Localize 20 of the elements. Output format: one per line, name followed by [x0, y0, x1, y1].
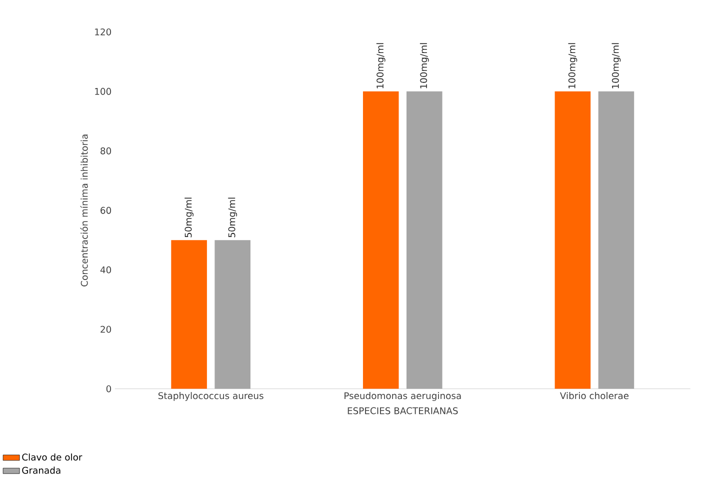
data-label: 100mg/ml [612, 43, 621, 88]
x-tick-label: Pseudomonas aeruginosa [344, 392, 461, 401]
x-tick-label: Staphylococcus aureus [158, 392, 264, 401]
legend-label: Clavo de olor [22, 453, 82, 461]
y-tick-label: 60 [100, 206, 112, 214]
y-tick-label: 20 [100, 326, 112, 333]
data-label: 100mg/ml [376, 43, 386, 88]
x-axis-title: ESPECIES BACTERIANAS [348, 407, 458, 414]
data-label: 50mg/ml [184, 198, 194, 238]
y-tick-label: 80 [100, 147, 112, 154]
data-label: 100mg/ml [568, 43, 578, 88]
data-label: 100mg/ml [420, 43, 429, 88]
legend-label: Granada [22, 466, 60, 474]
y-tick-label: 100 [95, 88, 112, 95]
x-tick-label: Vibrio cholerae [560, 392, 629, 400]
y-tick-label: 40 [100, 266, 112, 274]
data-label: 50mg/ml [228, 198, 238, 238]
y-axis-title: Concentración mínima inhibitoria [80, 134, 88, 286]
y-tick-label: 120 [95, 28, 112, 36]
y-tick-label: 0 [106, 385, 112, 392]
